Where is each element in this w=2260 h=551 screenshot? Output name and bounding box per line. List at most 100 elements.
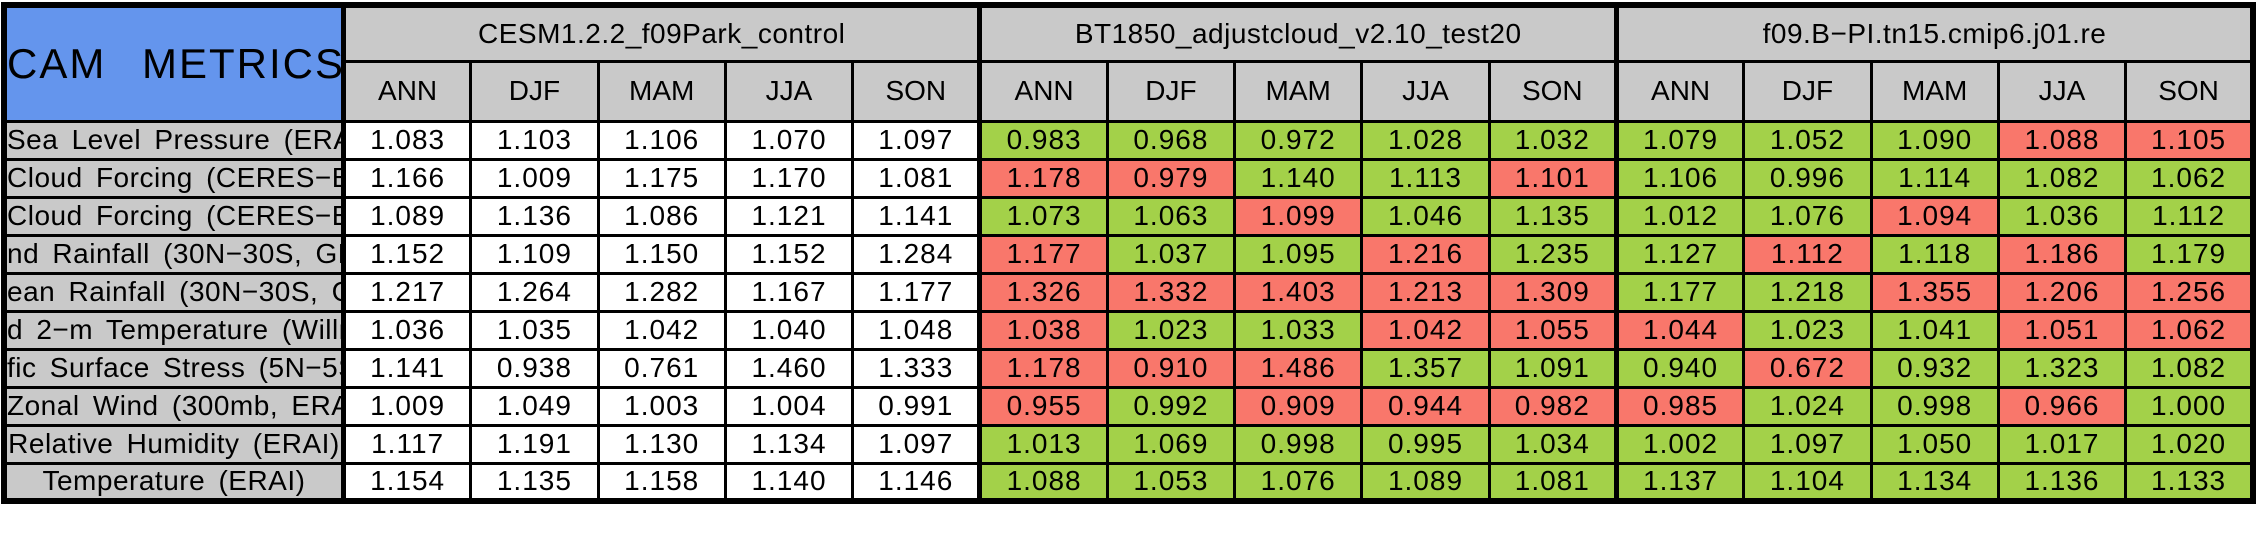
value-cell: 1.106 [596, 119, 727, 161]
value-cell: 1.028 [1360, 119, 1491, 161]
table-row: Sea Level Pressure (ERAI) 1.083 1.103 1.106… [2, 119, 2255, 161]
value-cell: 1.036 [1996, 195, 2128, 237]
season-header: SON [1487, 59, 1618, 123]
value-cell: 0.972 [1233, 119, 1364, 161]
value-cell: 1.020 [2124, 423, 2255, 465]
value-cell: 1.235 [1487, 233, 1618, 275]
value-cell: 1.032 [1487, 119, 1618, 161]
value-cell: 0.996 [1742, 157, 1873, 199]
value-cell: 1.042 [596, 309, 727, 351]
value-cell: 0.966 [1996, 385, 2128, 427]
season-header: ANN [977, 59, 1109, 123]
season-header: JJA [1996, 59, 2128, 123]
value-cell: 0.995 [1360, 423, 1491, 465]
value-cell: 1.023 [1105, 309, 1237, 351]
value-cell: 1.146 [851, 461, 982, 503]
value-cell: 0.992 [1105, 385, 1237, 427]
value-cell: 1.062 [2124, 309, 2255, 351]
table-title: CAM METRICS [2, 3, 345, 123]
value-cell: 1.042 [1360, 309, 1491, 351]
value-cell: 1.053 [1105, 461, 1237, 503]
value-cell: 1.004 [723, 385, 855, 427]
table-row: Cloud Forcing (CERES−EBA1.0891.1361.0861… [2, 195, 2255, 237]
value-cell: 1.088 [977, 461, 1109, 503]
value-cell: 1.177 [851, 271, 982, 313]
value-cell: 1.175 [596, 157, 727, 199]
value-cell: 1.081 [851, 157, 982, 199]
value-cell: 1.141 [340, 347, 473, 389]
value-cell: 0.968 [1105, 119, 1237, 161]
value-cell: 1.135 [469, 461, 600, 503]
table-row: Cloud Forcing (CERES−EBA1.1661.0091.1751… [2, 157, 2255, 199]
row-label: Relative Humidity (ERAI) [2, 423, 345, 465]
value-cell: 1.333 [851, 347, 982, 389]
season-header: MAM [1233, 59, 1364, 123]
value-cell: 1.177 [977, 233, 1109, 275]
value-cell: 1.036 [340, 309, 473, 351]
value-cell: 1.216 [1360, 233, 1491, 275]
value-cell: 1.033 [1233, 309, 1364, 351]
row-label: d 2−m Temperature (Willm [2, 309, 345, 351]
season-header: DJF [1742, 59, 1873, 123]
value-cell: 1.117 [340, 423, 473, 465]
value-cell: 1.106 [1613, 157, 1746, 199]
value-cell: 1.009 [469, 157, 600, 199]
value-cell: 1.034 [1487, 423, 1618, 465]
season-header: SON [851, 59, 982, 123]
value-cell: 1.486 [1233, 347, 1364, 389]
value-cell: 1.082 [1996, 157, 2128, 199]
value-cell: 1.050 [1869, 423, 2000, 465]
value-cell: 1.167 [723, 271, 855, 313]
value-cell: 1.112 [1742, 233, 1873, 275]
model-group-header: BT1850_adjustcloud_v2.10_test20 [977, 3, 1618, 63]
value-cell: 1.140 [1233, 157, 1364, 199]
value-cell: 1.035 [469, 309, 600, 351]
value-cell: 1.218 [1742, 271, 1873, 313]
value-cell: 0.998 [1233, 423, 1364, 465]
value-cell: 1.097 [1742, 423, 1873, 465]
value-cell: 1.083 [340, 119, 473, 161]
value-cell: 0.909 [1233, 385, 1364, 427]
table-row: d 2−m Temperature (Willm 1.036 1.035 1.042 1… [2, 309, 2255, 351]
value-cell: 1.002 [1613, 423, 1746, 465]
value-cell: 0.944 [1360, 385, 1491, 427]
value-cell: 1.154 [340, 461, 473, 503]
value-cell: 1.024 [1742, 385, 1873, 427]
value-cell: 1.166 [340, 157, 473, 199]
row-label: ean Rainfall (30N−30S, GPC [2, 271, 345, 313]
value-cell: 0.910 [1105, 347, 1237, 389]
value-cell: 1.357 [1360, 347, 1491, 389]
value-cell: 1.046 [1360, 195, 1491, 237]
season-header: DJF [1105, 59, 1237, 123]
value-cell: 1.284 [851, 233, 982, 275]
value-cell: 1.003 [596, 385, 727, 427]
value-cell: 1.076 [1742, 195, 1873, 237]
value-cell: 1.038 [977, 309, 1109, 351]
table-row: nd Rainfall (30N−30S, GPC 1.152 1.109 1.150… [2, 233, 2255, 275]
value-cell: 1.206 [1996, 271, 2128, 313]
value-cell: 0.672 [1742, 347, 1873, 389]
row-label: Sea Level Pressure (ERAI) [2, 119, 345, 161]
value-cell: 0.761 [596, 347, 727, 389]
value-cell: 0.938 [469, 347, 600, 389]
value-cell: 1.012 [1613, 195, 1746, 237]
value-cell: 1.095 [1233, 233, 1364, 275]
value-cell: 1.150 [596, 233, 727, 275]
season-header: MAM [596, 59, 727, 123]
value-cell: 1.049 [469, 385, 600, 427]
value-cell: 1.137 [1613, 461, 1746, 503]
value-cell: 1.104 [1742, 461, 1873, 503]
row-label: Zonal Wind (300mb, ERAI) [2, 385, 345, 427]
value-cell: 1.140 [723, 461, 855, 503]
value-cell: 1.309 [1487, 271, 1618, 313]
value-cell: 1.017 [1996, 423, 2128, 465]
value-cell: 1.326 [977, 271, 1109, 313]
value-cell: 1.217 [340, 271, 473, 313]
value-cell: 1.089 [1360, 461, 1491, 503]
value-cell: 1.130 [596, 423, 727, 465]
value-cell: 1.052 [1742, 119, 1873, 161]
value-cell: 1.264 [469, 271, 600, 313]
value-cell: 1.055 [1487, 309, 1618, 351]
value-cell: 1.086 [596, 195, 727, 237]
value-cell: 1.177 [1613, 271, 1746, 313]
